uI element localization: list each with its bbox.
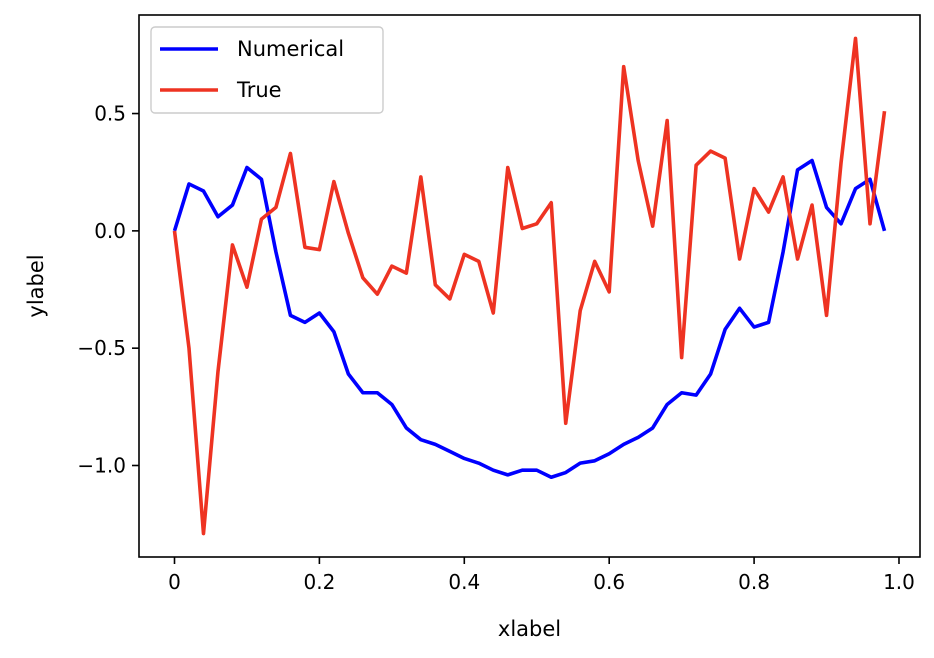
x-tick-label: 0.2 — [303, 570, 335, 594]
legend-label-true: True — [236, 78, 282, 102]
x-axis: 0 0.2 0.4 0.6 0.8 1.0 — [168, 557, 915, 594]
x-axis-label: xlabel — [498, 617, 561, 641]
x-tick-label: 0.4 — [448, 570, 480, 594]
legend-label-numerical: Numerical — [237, 37, 344, 61]
y-tick-label: −0.5 — [77, 336, 126, 360]
y-tick-label: 0.5 — [94, 102, 126, 126]
y-axis-label: ylabel — [24, 254, 48, 317]
legend: Numerical True — [150, 26, 384, 114]
plot-area-frame — [138, 14, 921, 558]
x-tick-label: 1.0 — [883, 570, 915, 594]
x-tick-label: 0.6 — [593, 570, 625, 594]
y-tick-label: −1.0 — [77, 453, 126, 477]
series-line-numerical — [172, 158, 887, 480]
series-layer — [172, 36, 887, 536]
series-line-true — [172, 36, 887, 536]
x-tick-label: 0 — [168, 570, 181, 594]
x-tick-label: 0.8 — [738, 570, 770, 594]
y-tick-label: 0.0 — [94, 219, 126, 243]
y-axis: 0.5 0.0 −0.5 −1.0 — [77, 102, 139, 477]
